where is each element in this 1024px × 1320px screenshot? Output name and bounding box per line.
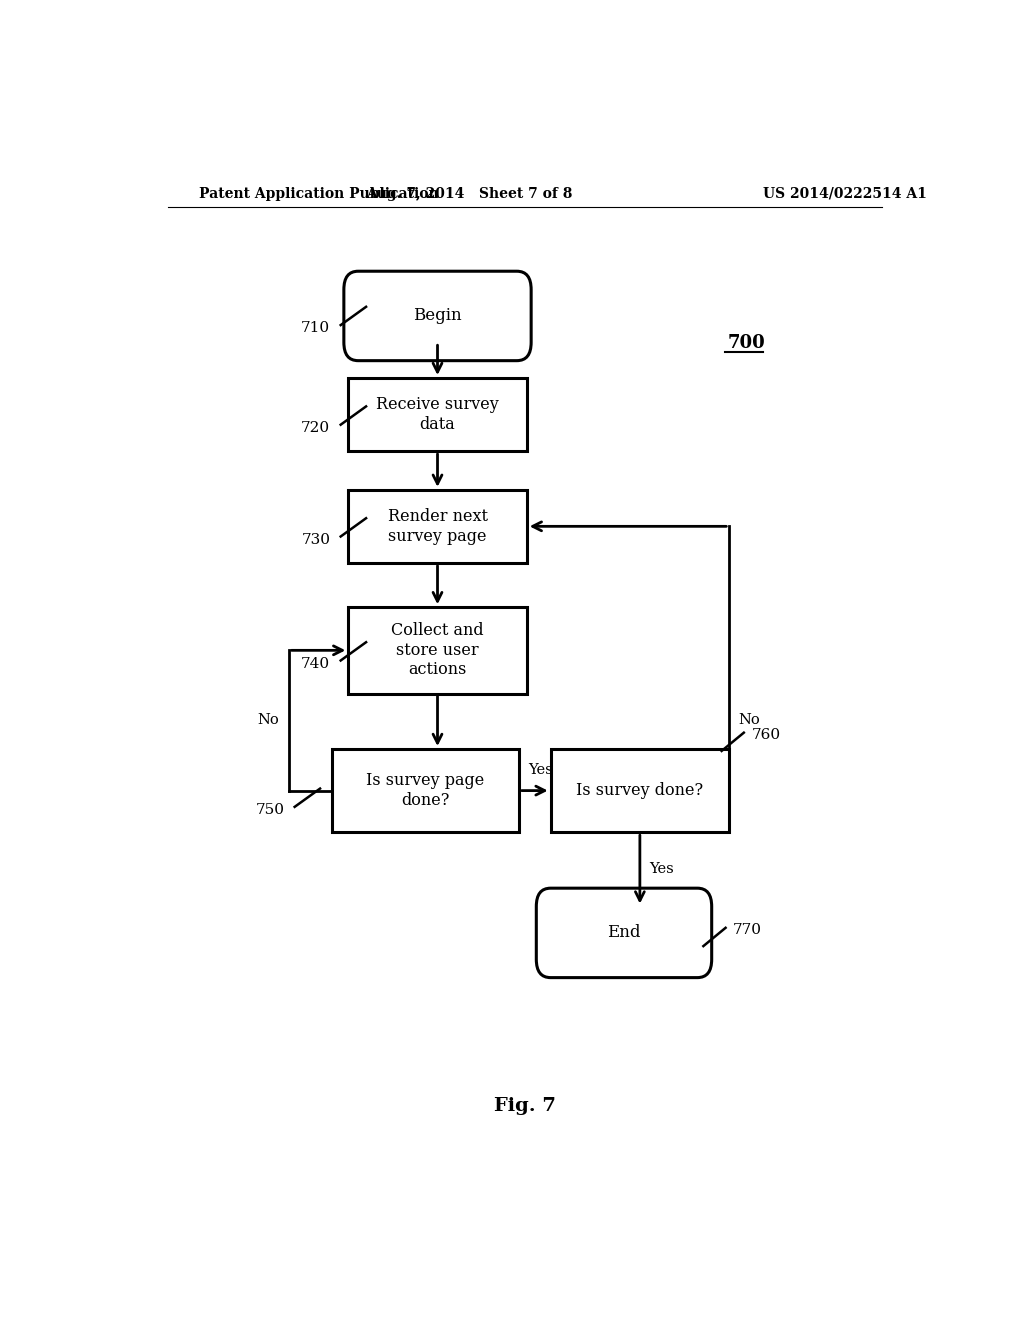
Text: 720: 720 [301,421,331,434]
Text: Yes: Yes [528,763,553,777]
FancyBboxPatch shape [551,748,729,833]
Text: 710: 710 [301,321,331,335]
FancyBboxPatch shape [348,490,526,562]
Text: End: End [607,924,641,941]
Text: Is survey done?: Is survey done? [577,783,703,799]
FancyBboxPatch shape [348,378,526,451]
Text: Yes: Yes [649,862,674,876]
Text: 750: 750 [255,803,285,817]
Text: 770: 770 [733,923,762,937]
Text: Collect and
store user
actions: Collect and store user actions [391,622,483,678]
Text: Aug. 7, 2014   Sheet 7 of 8: Aug. 7, 2014 Sheet 7 of 8 [366,187,572,201]
Text: No: No [738,714,761,727]
Text: Receive survey
data: Receive survey data [376,396,499,433]
Text: 700: 700 [727,334,765,352]
Text: Fig. 7: Fig. 7 [494,1097,556,1114]
Text: 740: 740 [301,656,331,671]
FancyBboxPatch shape [348,607,526,693]
Text: Render next
survey page: Render next survey page [387,508,487,545]
Text: Patent Application Publication: Patent Application Publication [200,187,439,201]
Text: No: No [257,714,280,727]
FancyBboxPatch shape [333,748,519,833]
Text: Begin: Begin [414,308,462,325]
FancyBboxPatch shape [537,888,712,978]
Text: 730: 730 [301,532,331,546]
Text: US 2014/0222514 A1: US 2014/0222514 A1 [763,187,927,201]
Text: Is survey page
done?: Is survey page done? [367,772,484,809]
Text: 760: 760 [752,727,781,742]
FancyBboxPatch shape [344,271,531,360]
